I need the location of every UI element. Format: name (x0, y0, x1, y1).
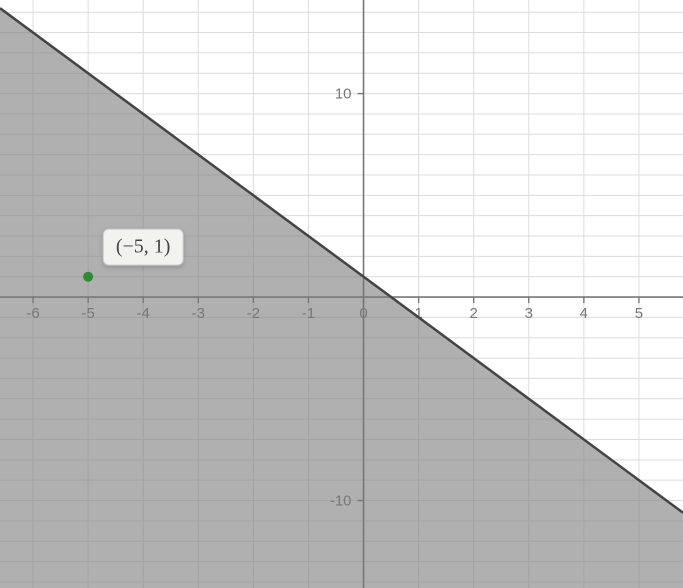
x-tick-label: 3 (525, 305, 533, 322)
point-tooltip: (−5, 1) (103, 228, 184, 265)
x-tick-label: -3 (192, 305, 205, 322)
x-tick-label: -6 (26, 305, 39, 322)
plotted-point[interactable] (83, 272, 93, 282)
y-tick-label: 10 (335, 86, 352, 103)
x-tick-label: 0 (359, 305, 367, 322)
inequality-chart: -6-5-4-3-2-1012345-1010 (−5, 1) (0, 0, 683, 588)
x-tick-label: 5 (635, 305, 643, 322)
x-tick-label: -5 (81, 305, 94, 322)
x-tick-label: 2 (470, 305, 478, 322)
x-tick-label: -4 (137, 305, 150, 322)
x-tick-label: 4 (580, 305, 588, 322)
y-tick-label: -10 (330, 493, 352, 510)
x-tick-label: -2 (247, 305, 260, 322)
x-tick-label: -1 (302, 305, 315, 322)
chart-svg: -6-5-4-3-2-1012345-1010 (0, 0, 683, 588)
